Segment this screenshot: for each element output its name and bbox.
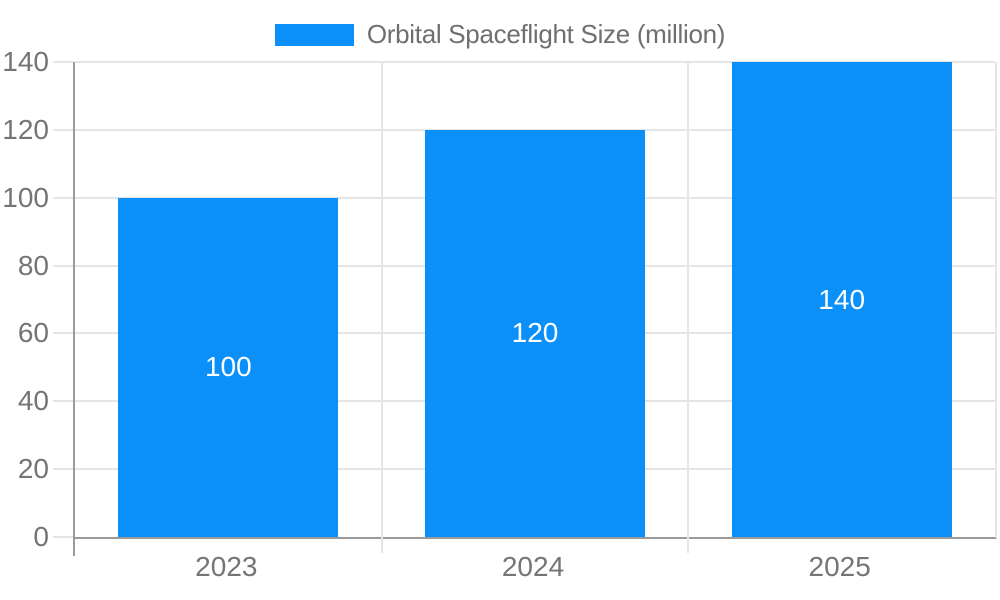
bar-value-label: 140 [818, 283, 866, 315]
legend-label: Orbital Spaceflight Size (million) [366, 19, 726, 49]
y-axis-tick [53, 332, 73, 335]
y-tick-label: 60 [17, 317, 49, 349]
x-tick-label: 2025 [808, 551, 871, 582]
y-tick-label: 120 [2, 113, 49, 145]
x-axis-labels: 2023 2024 2025 [73, 551, 993, 591]
y-axis-tick [53, 400, 73, 403]
y-axis-tick [53, 61, 73, 63]
y-axis-tick [53, 264, 73, 267]
x-axis-tick [380, 537, 383, 553]
y-axis-tick [53, 196, 73, 199]
y-axis-tick [53, 128, 73, 131]
x-axis-tick [687, 537, 690, 553]
x-tick-label: 2024 [501, 551, 565, 582]
y-tick-label: 80 [17, 249, 49, 281]
y-axis-tick [53, 468, 73, 471]
bar-2025[interactable]: 140 [731, 62, 952, 537]
y-tick-label: 20 [17, 453, 49, 485]
y-axis-labels: 0 20 40 60 80 100 120 140 [0, 46, 49, 552]
plot-area: 100 120 140 [53, 61, 997, 556]
gridline-horizontal [75, 128, 995, 131]
y-tick-label: 0 [33, 521, 49, 552]
y-tick-label: 40 [17, 385, 49, 417]
gridline-vertical [687, 62, 690, 537]
bar-value-label: 120 [511, 317, 559, 349]
y-axis-tick [53, 536, 73, 538]
gridline-vertical [380, 62, 383, 537]
bar-2024[interactable]: 120 [425, 129, 645, 537]
y-axis-extension [73, 537, 75, 556]
x-tick-label: 2023 [195, 551, 258, 582]
y-tick-label: 140 [2, 46, 49, 77]
bar-value-label: 100 [204, 351, 252, 383]
legend[interactable]: Orbital Spaceflight Size (million) [0, 19, 1000, 50]
y-tick-label: 100 [2, 181, 49, 213]
gridline-horizontal [75, 61, 995, 63]
bar-2023[interactable]: 100 [118, 197, 339, 537]
legend-swatch [274, 23, 354, 46]
